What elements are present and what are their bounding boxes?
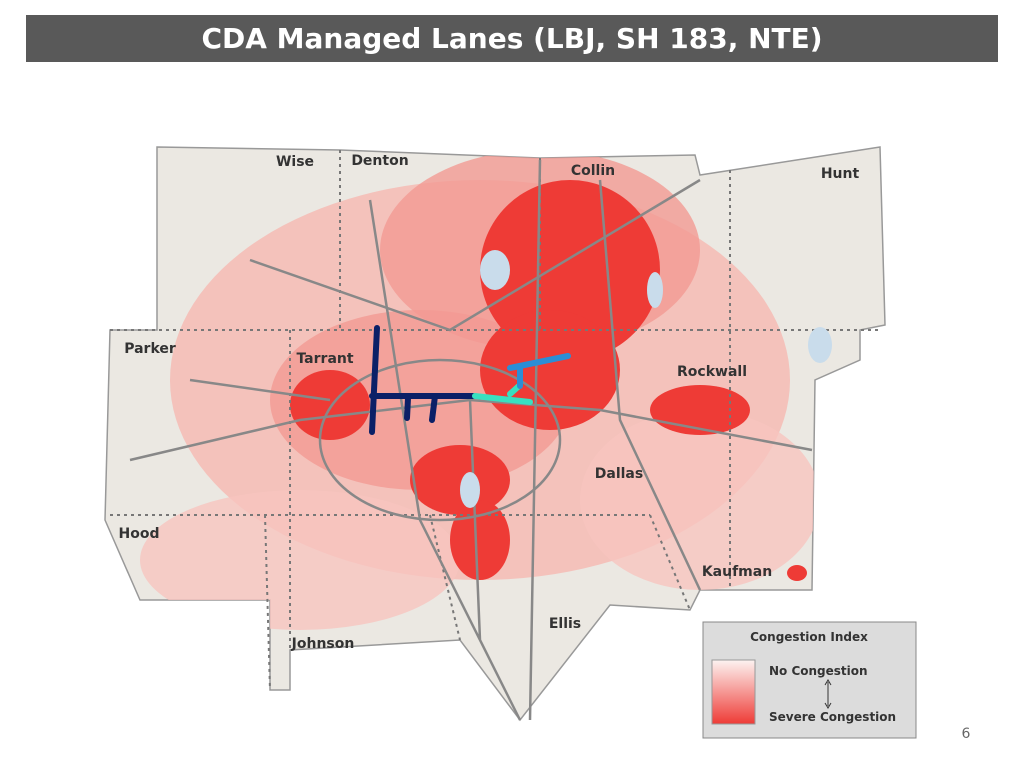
- county-label: Parker: [124, 341, 176, 357]
- county-label: Dallas: [595, 466, 643, 482]
- legend: Congestion Index No Congestion Severe Co…: [702, 621, 917, 739]
- title: CDA Managed Lanes (LBJ, SH 183, NTE): [201, 22, 822, 55]
- page-number: 6: [962, 726, 971, 742]
- managed-lanes: [369, 325, 571, 435]
- legend-title: Congestion Index: [750, 630, 868, 644]
- county-label: Johnson: [291, 636, 355, 652]
- lakes: [460, 250, 832, 508]
- county-label: Wise: [276, 154, 314, 170]
- county-label: Hood: [119, 526, 160, 542]
- county-lines: [110, 150, 880, 691]
- legend-arrow: [824, 679, 832, 709]
- legend-high: Severe Congestion: [769, 710, 896, 724]
- county-label: Denton: [351, 153, 408, 169]
- map: Wise Denton Collin Hunt Parker Tarrant R…: [104, 146, 886, 722]
- county-label: Ellis: [549, 616, 581, 632]
- title-bar: [26, 15, 998, 62]
- legend-gradient: [711, 659, 756, 725]
- legend-low: No Congestion: [769, 664, 868, 678]
- county-labels: Wise Denton Collin Hunt Parker Tarrant R…: [119, 153, 860, 652]
- county-label: Collin: [571, 163, 615, 179]
- county-label: Hunt: [821, 166, 860, 182]
- county-label: Tarrant: [296, 351, 353, 367]
- county-label: Rockwall: [677, 364, 747, 380]
- congestion-layer: [140, 150, 820, 630]
- county-label: Kaufman: [702, 564, 772, 580]
